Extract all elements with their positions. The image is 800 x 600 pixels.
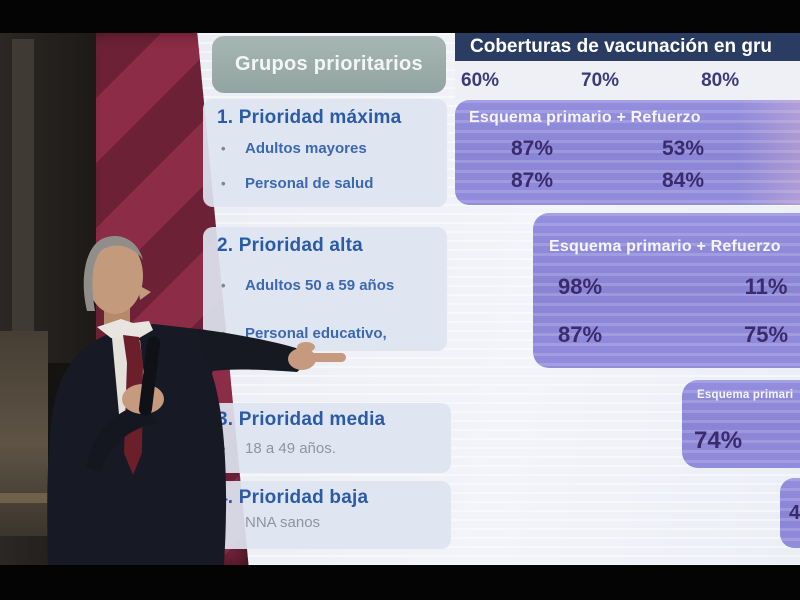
group-box-priority-3: 3. Prioridad media 18 a 49 años. [203, 403, 451, 473]
microphone [138, 336, 161, 416]
group-box-priority-1: 1. Prioridad máxima Adultos mayores Pers… [203, 99, 447, 207]
scale-tick: 80% [701, 69, 740, 91]
group-box-priority-2: 2. Prioridad alta Adultos 50 a 59 años P… [203, 227, 447, 351]
palace-column [12, 39, 34, 369]
group-item: Adultos mayores [203, 140, 447, 157]
presenter-nose [138, 285, 151, 300]
presenter-pointing-hand [288, 342, 346, 370]
letterbox-bottom [0, 565, 800, 600]
group-title: 3. Prioridad media [217, 409, 386, 430]
coverage-value: 74% [694, 427, 743, 454]
coverage-value: 87% [557, 322, 603, 347]
card-scheme-header: Esquema primari [697, 389, 794, 401]
groups-header-label: Grupos prioritarios [235, 53, 423, 75]
group-box-priority-4: 4. Prioridad baja NNA sanos [203, 481, 451, 549]
presenter-collar [97, 319, 153, 341]
letterbox-top [0, 0, 800, 33]
groups-header-box: Grupos prioritarios [212, 36, 446, 93]
group-title: 2. Prioridad alta [217, 235, 363, 256]
presenter-figure [47, 235, 346, 565]
card-scheme-header: Esquema primario + Refuerzo [549, 238, 781, 255]
presenter-pointing-arm [197, 329, 303, 372]
coverage-scale-row: 60% 70% 80% [455, 61, 800, 100]
group-title: 1. Prioridad máxima [217, 107, 402, 128]
presenter-face [87, 238, 143, 314]
group-title: 4. Prioridad baja [217, 487, 369, 508]
coverage-card-priority-2: Esquema primario + Refuerzo 98% 11% 87% … [533, 213, 800, 368]
press-conference-scene: Grupos prioritarios Coberturas de vacuna… [0, 33, 800, 565]
group-item: Personal de salud [203, 175, 447, 192]
coverage-card-priority-4-partial: 4 [780, 478, 800, 548]
group-item: Adultos 50 a 59 años [203, 277, 447, 294]
presenter-hair [83, 235, 143, 311]
coverage-header-title: Coberturas de vacunación en gru [470, 36, 772, 57]
scale-tick: 60% [461, 69, 500, 91]
scale-tick: 70% [581, 69, 620, 91]
coverage-value: 75% [743, 322, 789, 347]
coverage-value: 4 [789, 502, 800, 524]
coverage-card-priority-3: Esquema primari 74% [682, 380, 800, 468]
coverage-card-priority-1: Esquema primario + Refuerzo 87% 53% 87% … [455, 100, 800, 205]
coverage-value: 11% [744, 274, 788, 299]
coverage-header-bar: Coberturas de vacunación en gru [455, 33, 800, 61]
palace-railing [0, 493, 50, 503]
coverage-value: 98% [557, 274, 603, 299]
presenter-mic-forearm [86, 403, 158, 473]
